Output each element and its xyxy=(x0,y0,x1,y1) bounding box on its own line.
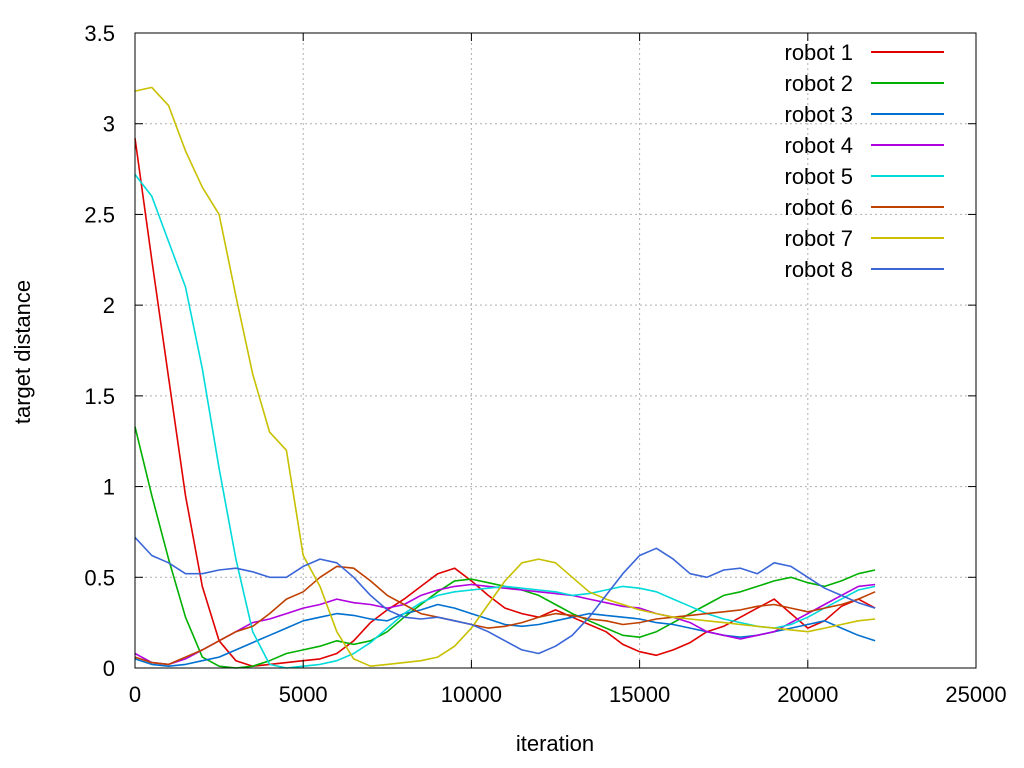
legend-label: robot 6 xyxy=(785,195,854,220)
legend-label: robot 1 xyxy=(785,40,854,65)
legend-item: robot 2 xyxy=(785,71,944,96)
y-tick-label: 2.5 xyxy=(84,202,115,227)
legend-item: robot 7 xyxy=(785,226,944,251)
x-tick-label: 15000 xyxy=(609,682,670,707)
ticks xyxy=(134,32,977,669)
legend-item: robot 6 xyxy=(785,195,944,220)
series-group xyxy=(134,86,876,669)
y-tick-label: 0 xyxy=(103,656,115,681)
series-line-robot-2 xyxy=(134,426,876,669)
x-tick-label: 5000 xyxy=(279,682,328,707)
legend-label: robot 8 xyxy=(785,257,854,282)
y-tick-label: 1 xyxy=(103,475,115,500)
legend-item: robot 4 xyxy=(785,133,944,158)
legend: robot 1 robot 2 robot 3 robot 4 robot 5 robot… xyxy=(785,40,944,282)
y-tick-label: 3.5 xyxy=(84,21,115,46)
x-tick-label: 0 xyxy=(129,682,141,707)
grid xyxy=(135,33,976,668)
x-tick-label: 10000 xyxy=(441,682,502,707)
y-tick-label: 2 xyxy=(103,293,115,318)
legend-label: robot 5 xyxy=(785,164,854,189)
legend-item: robot 3 xyxy=(785,102,944,127)
y-tick-label: 0.5 xyxy=(84,565,115,590)
plot-frame xyxy=(134,32,977,669)
y-tick-labels: 0 0.5 1 1.5 2 2.5 3 3.5 xyxy=(84,21,115,681)
series-line-robot-3 xyxy=(134,603,876,668)
y-tick-label: 1.5 xyxy=(84,384,115,409)
series-line-robot-5 xyxy=(134,174,876,669)
x-tick-label: 20000 xyxy=(777,682,838,707)
series-line-robot-6 xyxy=(134,565,876,666)
series-line-robot-8 xyxy=(134,536,876,655)
x-tick-labels: 0 5000 10000 15000 20000 25000 xyxy=(129,682,1007,707)
legend-item: robot 5 xyxy=(785,164,944,189)
legend-label: robot 4 xyxy=(785,133,854,158)
x-axis-title: iteration xyxy=(516,731,594,756)
legend-label: robot 7 xyxy=(785,226,854,251)
legend-item: robot 1 xyxy=(785,40,944,65)
series-line-robot-1 xyxy=(134,138,876,668)
legend-label: robot 3 xyxy=(785,102,854,127)
legend-item: robot 8 xyxy=(785,257,944,282)
y-tick-label: 3 xyxy=(103,112,115,137)
x-tick-label: 25000 xyxy=(945,682,1006,707)
legend-label: robot 2 xyxy=(785,71,854,96)
y-axis-title: target distance xyxy=(10,280,35,424)
series-line-robot-7 xyxy=(134,86,876,668)
